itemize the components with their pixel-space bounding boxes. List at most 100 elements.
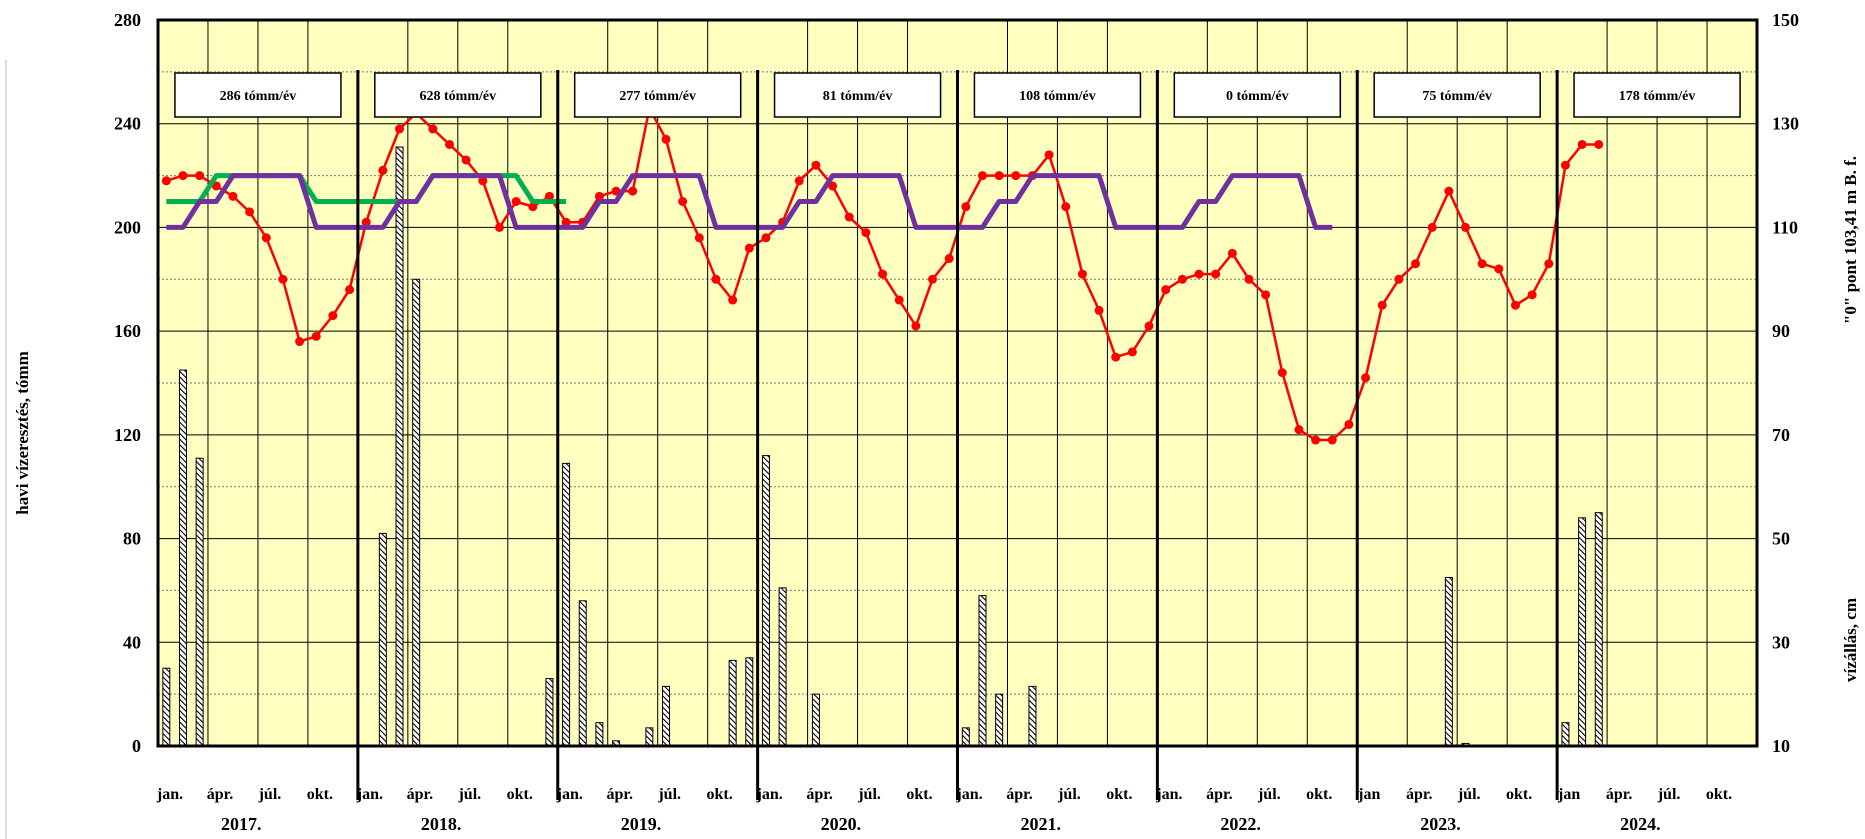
month-tick-label: júl. [1257, 786, 1281, 803]
water-level-point [1111, 352, 1121, 362]
month-tick-label: jan. [356, 786, 383, 803]
right-tick-label: 50 [1772, 529, 1790, 549]
month-tick-label: ápr. [1406, 786, 1433, 803]
month-tick-label: jan [1557, 786, 1580, 803]
water-level-point [1177, 274, 1187, 284]
water-level-point [361, 217, 371, 227]
water-level-point [811, 160, 821, 170]
month-tick-label: jan. [156, 786, 183, 803]
discharge-bar [395, 146, 404, 747]
right-tick-label: 150 [1772, 10, 1799, 30]
annual-total-label: 286 tómm/év [220, 89, 297, 104]
water-level-point [1277, 368, 1287, 378]
discharge-bar [178, 369, 187, 747]
year-label: 2023. [1420, 814, 1461, 834]
water-level-point [1444, 186, 1454, 196]
water-level-point [794, 176, 804, 186]
annual-total-label: 108 tómm/év [1019, 89, 1096, 104]
water-level-point [861, 228, 871, 238]
year-label: 2017. [221, 814, 262, 834]
left-tick-label: 40 [123, 632, 141, 652]
month-tick-label: ápr. [606, 786, 633, 803]
water-level-point [511, 197, 521, 206]
month-tick-label: ápr. [1006, 786, 1033, 803]
water-level-point [1044, 150, 1054, 160]
water-level-point [1411, 259, 1421, 269]
discharge-bar [778, 587, 787, 747]
water-level-point [1077, 269, 1087, 279]
water-level-point [1377, 300, 1387, 310]
year-label: 2018. [421, 814, 462, 834]
water-level-point [478, 176, 488, 186]
water-level-point [1427, 222, 1437, 232]
water-level-point [544, 191, 554, 201]
month-tick-label: ápr. [207, 786, 234, 803]
water-level-point [1361, 373, 1371, 383]
annual-total-box [573, 72, 742, 118]
discharge-bar [545, 678, 554, 747]
water-level-point [561, 217, 571, 227]
water-level-point [1594, 139, 1604, 149]
water-level-point [328, 311, 338, 321]
annual-total-label: 75 tómm/év [1422, 89, 1492, 104]
water-level-point [1544, 259, 1554, 269]
left-tick-label: 120 [114, 425, 141, 445]
water-level-point [1061, 202, 1071, 212]
discharge-bar [1594, 512, 1603, 747]
left-tick-label: 160 [114, 321, 141, 341]
month-tick-label: okt. [906, 786, 932, 803]
discharge-bar [728, 659, 737, 747]
month-tick-label: ápr. [806, 786, 833, 803]
year-label: 2020. [821, 814, 862, 834]
right-tick-label: 70 [1772, 425, 1790, 445]
water-level-point [1510, 300, 1520, 310]
discharge-bar [995, 693, 1004, 747]
water-level-point [1127, 347, 1137, 357]
discharge-bar [412, 278, 421, 747]
annual-total-box [1373, 72, 1541, 118]
month-tick-label: ápr. [407, 786, 434, 803]
water-level-point [1094, 305, 1104, 315]
month-tick-label: okt. [507, 786, 533, 803]
left-axis-title: havi vízeresztés, tómm [13, 351, 32, 515]
annual-total-label: 628 tómm/év [420, 89, 497, 104]
month-tick-label: okt. [307, 786, 333, 803]
water-level-point [378, 165, 388, 175]
annual-total-label: 0 tómm/év [1226, 89, 1289, 104]
water-level-point [694, 233, 704, 243]
discharge-bar [662, 685, 671, 747]
water-level-point [1527, 290, 1537, 300]
discharge-bar [745, 657, 754, 747]
water-level-point [1394, 274, 1404, 284]
discharge-bar [595, 722, 604, 747]
month-tick-label: júl. [657, 786, 681, 803]
water-level-point [195, 171, 205, 181]
discharge-bar [1578, 517, 1587, 747]
right-tick-label: 130 [1772, 114, 1799, 134]
discharge-bar [578, 600, 587, 747]
water-level-point [994, 171, 1004, 181]
water-level-point [1494, 264, 1504, 274]
month-tick-label: okt. [1306, 786, 1332, 803]
right-tick-label: 90 [1772, 321, 1790, 341]
water-level-point [228, 191, 238, 201]
year-label: 2024. [1620, 814, 1661, 834]
water-level-point [928, 274, 938, 284]
discharge-bar [162, 667, 171, 747]
plot-frame [156, 18, 1759, 748]
month-tick-label: jan. [756, 786, 783, 803]
left-tick-label: 280 [114, 10, 141, 30]
water-level-point [678, 197, 688, 206]
month-tick-label: júl. [1057, 786, 1081, 803]
discharge-bar [761, 455, 770, 747]
discharge-bar [1028, 685, 1037, 747]
water-level-point [1327, 435, 1337, 445]
water-level-point [1294, 425, 1304, 435]
water-level-point [1311, 435, 1321, 445]
water-level-point [1560, 160, 1570, 170]
discharge-bar [1561, 722, 1570, 747]
water-level-point [1227, 248, 1237, 258]
water-level-point [894, 295, 904, 305]
water-level-point [1161, 285, 1171, 295]
